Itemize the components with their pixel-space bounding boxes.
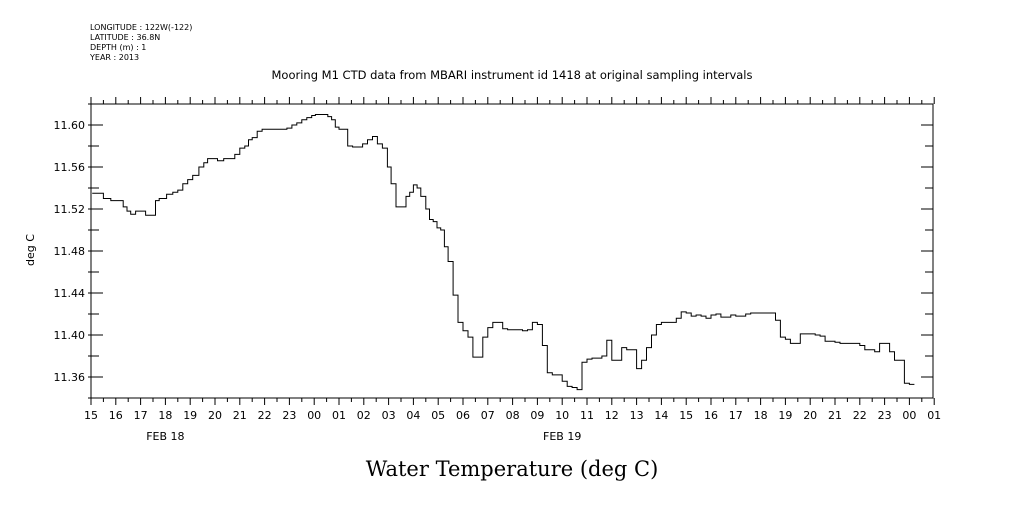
y-axis-label: deg C xyxy=(24,234,37,266)
plot-frame xyxy=(90,103,934,399)
tick-labels: 15 16 17 18 19 20 21 22 23 00 01 02 03 04 05 06 07 08 09 10… xyxy=(54,119,942,443)
metadata-depth: DEPTH (m) : 1 xyxy=(90,43,146,52)
x-tick-label: 22 xyxy=(853,409,867,422)
x-tick-label: 07 xyxy=(481,409,495,422)
x-tick-label: 01 xyxy=(927,409,941,422)
x-tick-label: 16 xyxy=(109,409,123,422)
x-tick-label: 00 xyxy=(307,409,321,422)
x-tick-label: 09 xyxy=(530,409,544,422)
chart-title: Mooring M1 CTD data from MBARI instrumen… xyxy=(272,68,753,82)
x-tick-label: 21 xyxy=(233,409,247,422)
water-temperature-line xyxy=(92,114,915,391)
x-tick-label: 22 xyxy=(258,409,272,422)
x-tick-label: 17 xyxy=(729,409,743,422)
x-tick-label: 00 xyxy=(902,409,916,422)
axis-ticks xyxy=(88,97,935,405)
y-tick-label: 11.56 xyxy=(54,161,86,174)
x-tick-label: 13 xyxy=(630,409,644,422)
x-tick-label: 01 xyxy=(332,409,346,422)
x-tick-label: 15 xyxy=(679,409,693,422)
y-tick-label: 11.36 xyxy=(54,371,86,384)
x-tick-label: 05 xyxy=(431,409,445,422)
x-tick-label: 10 xyxy=(555,409,569,422)
metadata-block: LONGITUDE : 122W(-122) LATITUDE : 36.8N … xyxy=(89,23,192,62)
y-tick-label: 11.60 xyxy=(54,119,86,132)
x-tick-label: 17 xyxy=(134,409,148,422)
x-axis-label: Water Temperature (deg C) xyxy=(366,457,659,481)
x-tick-label: 15 xyxy=(84,409,98,422)
x-tick-label: 02 xyxy=(357,409,371,422)
y-tick-label: 11.40 xyxy=(54,329,86,342)
x-tick-label: 03 xyxy=(382,409,396,422)
metadata-longitude: LONGITUDE : 122W(-122) xyxy=(90,23,192,32)
x-tick-label: 06 xyxy=(456,409,470,422)
x-tick-label: 11 xyxy=(580,409,594,422)
x-tick-label: 21 xyxy=(828,409,842,422)
x-tick-label: 20 xyxy=(803,409,817,422)
x-tick-label: 18 xyxy=(158,409,172,422)
x-tick-label: 23 xyxy=(878,409,892,422)
x-tick-label: 08 xyxy=(506,409,520,422)
y-tick-label: 11.52 xyxy=(54,203,86,216)
x-date-label: FEB 19 xyxy=(543,430,581,443)
x-tick-label: 23 xyxy=(282,409,296,422)
metadata-year: YEAR : 2013 xyxy=(89,53,139,62)
y-tick-label: 11.48 xyxy=(54,245,86,258)
x-tick-label: 04 xyxy=(406,409,420,422)
x-date-label: FEB 18 xyxy=(146,430,184,443)
x-tick-label: 19 xyxy=(183,409,197,422)
x-tick-label: 19 xyxy=(778,409,792,422)
x-tick-label: 12 xyxy=(605,409,619,422)
y-tick-label: 11.44 xyxy=(54,287,86,300)
x-tick-label: 14 xyxy=(654,409,668,422)
x-tick-label: 20 xyxy=(208,409,222,422)
metadata-latitude: LATITUDE : 36.8N xyxy=(90,33,160,42)
x-tick-label: 18 xyxy=(754,409,768,422)
x-tick-label: 16 xyxy=(704,409,718,422)
